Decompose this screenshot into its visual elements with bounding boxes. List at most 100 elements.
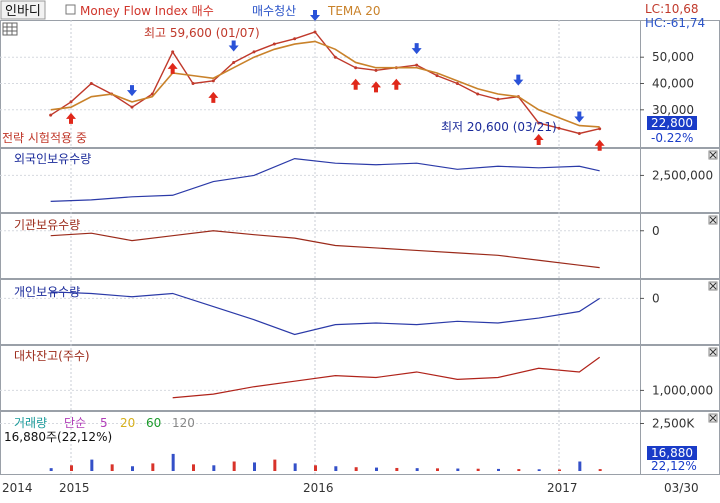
panel-close-icon-x <box>709 414 717 422</box>
legend-toggle-icon[interactable] <box>65 4 76 15</box>
legend-item-sell-exit: 매수청산 <box>252 4 296 18</box>
volume-bar <box>131 466 134 471</box>
volume-bar <box>49 468 53 471</box>
foreign_holdings-line <box>50 158 600 202</box>
buy-signal-arrow-icon <box>167 62 178 74</box>
x-axis-label: 03/30 <box>664 481 699 495</box>
price-point <box>333 55 337 59</box>
volume-bar <box>578 461 582 471</box>
individual-holdings-title: 개인보유수량 <box>14 285 80 299</box>
volume-title: 거래량 <box>14 416 47 430</box>
grid-table-icon[interactable] <box>2 22 18 36</box>
x-axis-label: 2015 <box>59 481 90 495</box>
price-point <box>455 82 459 85</box>
volume-bar <box>476 468 480 471</box>
volume-bar <box>293 463 297 471</box>
sell-signal-arrow-icon <box>310 9 320 21</box>
price-point <box>598 127 602 131</box>
x-axis-label: 2016 <box>303 481 334 495</box>
price-point <box>211 79 215 83</box>
signal-arrows <box>66 9 605 151</box>
volume-badge-value: 16,880 <box>651 446 693 460</box>
y-axis-ticks: 50,000 40,000 30,000 2,500,000 0 0 1,000,000 2,… <box>640 50 713 431</box>
volume-bar <box>395 467 399 471</box>
legend-item-mfi-buy: Money Flow Index 매수 <box>80 4 214 18</box>
sell-signal-arrow-icon <box>127 85 137 97</box>
price-point <box>191 82 195 85</box>
hc-label: HC:-61,74 <box>645 16 705 30</box>
panel-frame-individual_holdings <box>0 279 720 345</box>
high-annotation: 최고 59,600 (01/07) <box>144 26 260 40</box>
buy-signal-arrow-icon <box>391 78 402 90</box>
volume-bar <box>171 453 175 471</box>
price-point <box>171 50 175 54</box>
volume-bar <box>375 467 378 471</box>
y-tick-label: 40,000 <box>652 77 694 91</box>
lc-label: LC:10,68 <box>645 2 698 16</box>
volume-bars <box>49 453 602 471</box>
price-point <box>435 74 439 78</box>
x-axis-labels: 2014 2015 2016 2017 03/30 <box>2 481 699 495</box>
price-series <box>49 30 602 135</box>
volume-summary: 16,880주(22,12%) <box>4 430 112 444</box>
volume-bar <box>517 469 521 471</box>
volume-bar <box>334 466 338 471</box>
grid-table-icon-lines <box>3 23 17 35</box>
last-price-badge <box>647 116 697 130</box>
panel-frame-loan_balance <box>0 345 720 411</box>
institution_holdings-line <box>50 230 600 269</box>
panel-frame-institution_holdings <box>0 213 720 279</box>
loan-balance-title: 대차잔고(주수) <box>14 349 90 363</box>
volume-bar <box>232 461 236 471</box>
low-annotation: 최저 20,600 (03/21) <box>441 120 557 134</box>
volume-bar <box>436 468 439 471</box>
individual_holdings-line <box>50 291 600 336</box>
price-point <box>496 97 500 101</box>
stock-name-box[interactable] <box>0 0 46 20</box>
volume-badge <box>647 446 697 460</box>
price-point <box>89 82 93 85</box>
volume-bar <box>110 464 114 471</box>
x-axis-label: 2017 <box>547 481 578 495</box>
strategy-annotation: 전략 시험적용 중 <box>2 131 87 145</box>
x-axis-label: 2014 <box>2 481 33 495</box>
price-point <box>293 37 297 41</box>
sell-signal-arrow-icon <box>228 40 239 52</box>
sell-signal-arrow-icon <box>574 111 585 123</box>
institution-holdings-title: 기관보유수량 <box>14 218 80 232</box>
volume-bar <box>90 459 94 471</box>
buy-signal-arrow-icon <box>66 112 76 124</box>
panel-close-icon-x <box>709 216 717 224</box>
price-point <box>232 60 236 64</box>
price-point <box>252 50 256 54</box>
volume-ma-label: 단순 <box>64 416 86 430</box>
volume-bar <box>70 465 73 471</box>
price-point <box>313 30 317 34</box>
volume-bar <box>314 465 317 471</box>
loan_balance-line <box>172 356 601 399</box>
price-point <box>69 100 73 104</box>
volume-bar <box>273 459 277 471</box>
sell-signal-arrow-icon <box>411 43 422 55</box>
sell-signal-arrow-icon <box>513 74 524 86</box>
volume-bar <box>212 465 216 471</box>
panel-close-icons <box>708 150 718 423</box>
y-tick-label: 30,000 <box>652 103 694 117</box>
price-point <box>354 66 358 70</box>
panel-close-icon-x <box>709 282 717 290</box>
grid-lines <box>0 20 640 474</box>
price-point <box>577 131 581 135</box>
stock-name: 인바디 <box>5 4 41 19</box>
volume-bar <box>253 462 256 471</box>
foreign-holdings-title: 외국인보유수량 <box>14 152 91 166</box>
y-tick-label: 0 <box>652 224 660 238</box>
price-point <box>130 105 134 109</box>
last-price-change: -0.22% <box>651 131 693 145</box>
panel-close-icon-x <box>709 348 717 356</box>
volume-ma-5: 5 <box>100 416 108 430</box>
price-point <box>272 42 276 46</box>
price-point <box>537 121 541 125</box>
y-tick-label: 1,000,000 <box>652 383 713 397</box>
volume-bar <box>537 469 541 471</box>
